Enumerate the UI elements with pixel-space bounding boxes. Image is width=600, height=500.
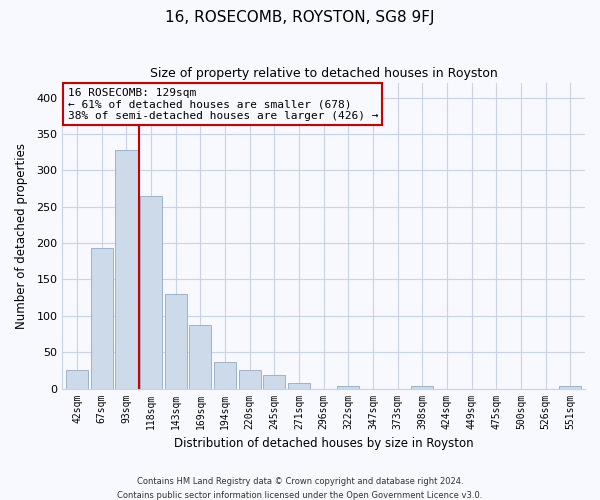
Bar xyxy=(214,362,236,388)
Bar xyxy=(115,150,137,388)
Bar xyxy=(91,248,113,388)
Bar xyxy=(411,386,433,388)
Bar xyxy=(140,196,162,388)
Text: Contains HM Land Registry data © Crown copyright and database right 2024.
Contai: Contains HM Land Registry data © Crown c… xyxy=(118,478,482,500)
Bar xyxy=(559,386,581,388)
Bar xyxy=(164,294,187,388)
Bar xyxy=(189,324,211,388)
Bar xyxy=(263,376,286,388)
Title: Size of property relative to detached houses in Royston: Size of property relative to detached ho… xyxy=(150,68,497,80)
Text: 16 ROSECOMB: 129sqm
← 61% of detached houses are smaller (678)
38% of semi-detac: 16 ROSECOMB: 129sqm ← 61% of detached ho… xyxy=(68,88,378,121)
Bar xyxy=(337,386,359,388)
Y-axis label: Number of detached properties: Number of detached properties xyxy=(15,143,28,329)
Bar xyxy=(239,370,261,388)
Bar xyxy=(66,370,88,388)
Text: 16, ROSECOMB, ROYSTON, SG8 9FJ: 16, ROSECOMB, ROYSTON, SG8 9FJ xyxy=(165,10,435,25)
X-axis label: Distribution of detached houses by size in Royston: Distribution of detached houses by size … xyxy=(174,437,473,450)
Bar xyxy=(288,382,310,388)
